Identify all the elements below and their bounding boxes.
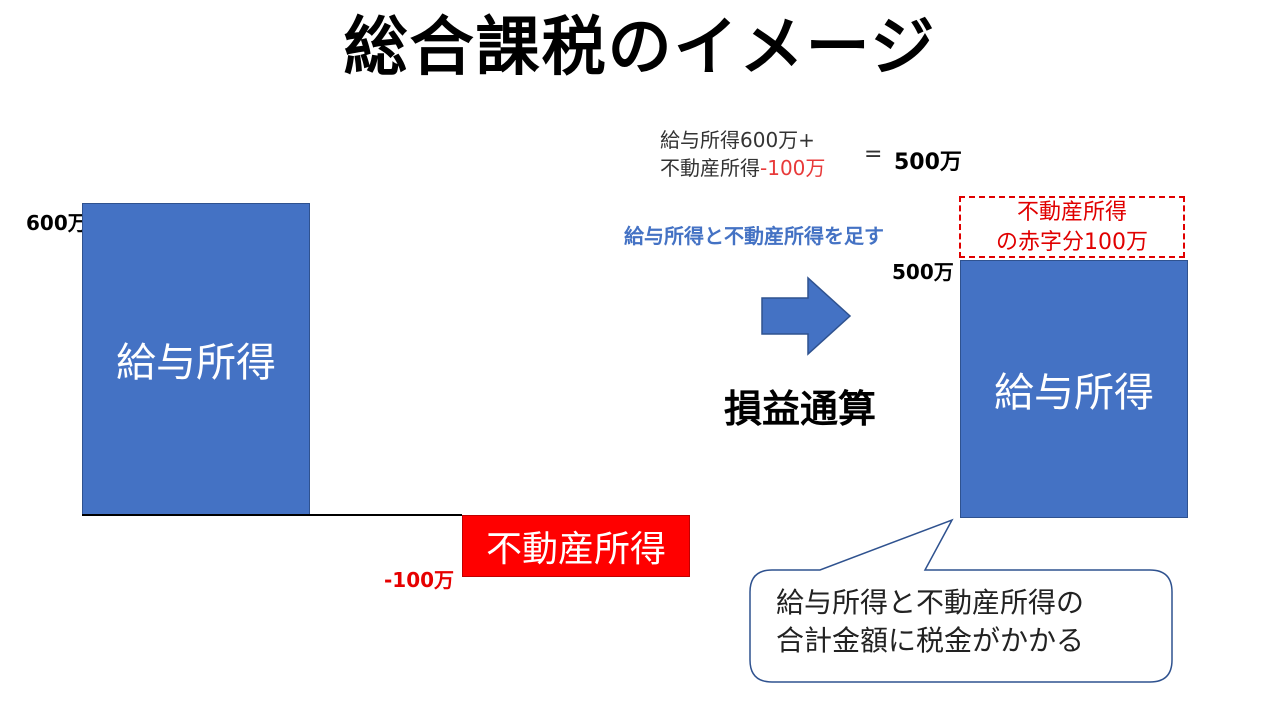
formula-text: 給与所得600万+ 不動産所得-100万 <box>660 126 825 182</box>
salary-income-bar-label: 給与所得 <box>116 340 276 386</box>
formula-line-1: 給与所得600万+ <box>660 128 815 152</box>
formula-result: 500万 <box>894 150 962 175</box>
right-arrow-icon <box>761 276 852 356</box>
realestate-income-bar: 不動産所得 <box>462 515 690 577</box>
deficit-box: 不動産所得 の赤字分100万 <box>959 196 1185 258</box>
page-title: 総合課税のイメージ <box>343 11 937 85</box>
realestate-value-label: -100万 <box>384 568 455 592</box>
realestate-income-bar-label: 不動産所得 <box>485 529 666 570</box>
callout-line-2: 合計金額に税金がかかる <box>776 624 1085 657</box>
formula-line-2-text: 不動産所得 <box>660 156 760 180</box>
formula-equals: = <box>864 142 883 167</box>
formula-line-2-value: -100万 <box>760 156 826 180</box>
offset-label: 損益通算 <box>724 387 877 431</box>
combined-salary-bar-label: 給与所得 <box>994 370 1154 416</box>
salary-value-label: 600万 <box>26 211 88 235</box>
deficit-box-line-2: の赤字分100万 <box>996 230 1148 255</box>
add-note: 給与所得と不動産所得を足す <box>624 224 884 248</box>
salary-income-bar: 給与所得 <box>82 203 310 515</box>
zero-baseline <box>82 514 462 516</box>
combined-salary-bar: 給与所得 <box>960 260 1188 518</box>
combined-value-label: 500万 <box>892 260 954 284</box>
deficit-box-line-1: 不動産所得 <box>1016 200 1127 225</box>
callout-line-1: 給与所得と不動産所得の <box>776 586 1085 619</box>
formula-line-2: 不動産所得-100万 <box>660 154 825 182</box>
callout-text: 給与所得と不動産所得の 合計金額に税金がかかる <box>776 584 1084 660</box>
